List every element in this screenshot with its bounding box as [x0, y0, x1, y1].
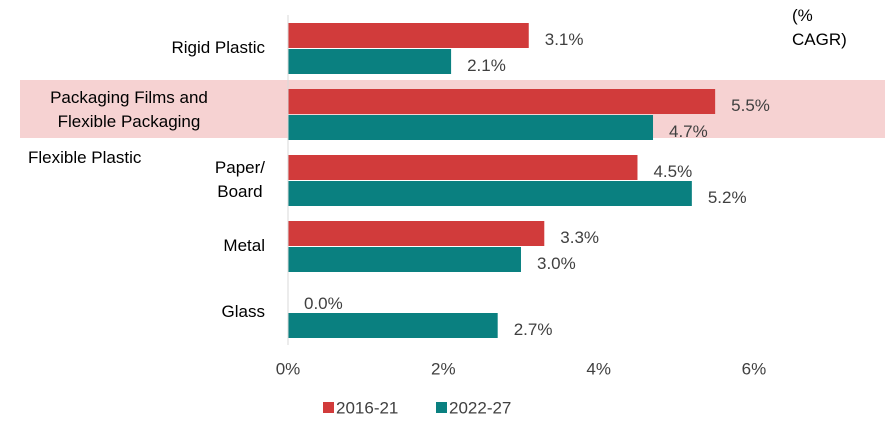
highlight-label: Packaging Films and Flexible Packaging — [50, 88, 208, 131]
legend-label: 2016-21 — [336, 398, 398, 417]
bar — [288, 89, 716, 114]
value-label: 3.1% — [545, 30, 584, 49]
bar — [288, 313, 498, 338]
bar — [288, 49, 452, 74]
value-label: 5.5% — [731, 96, 770, 115]
value-label: 2.1% — [467, 56, 506, 75]
bar — [288, 181, 692, 206]
x-tick-label: 4% — [586, 359, 611, 378]
x-tick-label: 6% — [742, 359, 767, 378]
category-label: Paper/ Board — [214, 158, 265, 201]
value-label: 5.2% — [708, 188, 747, 207]
value-label: 2.7% — [514, 320, 553, 339]
unit-note: (% CAGR) — [792, 6, 847, 49]
value-label: 0.0% — [304, 294, 343, 313]
category-label: Metal — [223, 236, 265, 255]
bar — [288, 115, 654, 140]
value-label: 3.3% — [560, 228, 599, 247]
x-tick-label: 0% — [276, 359, 301, 378]
value-label: 4.7% — [669, 122, 708, 141]
legend-swatch — [323, 402, 334, 413]
value-label: 3.0% — [537, 254, 576, 273]
bar — [288, 221, 545, 246]
bar — [288, 155, 638, 180]
legend-label: 2022-27 — [449, 398, 511, 417]
category-label: Rigid Plastic — [171, 38, 265, 57]
x-tick-label: 2% — [431, 359, 456, 378]
bar — [288, 23, 529, 48]
value-label: 4.5% — [653, 162, 692, 181]
category-label: Flexible Plastic — [28, 148, 142, 167]
category-label: Glass — [221, 302, 265, 321]
bar — [288, 247, 521, 272]
legend-swatch — [436, 402, 447, 413]
